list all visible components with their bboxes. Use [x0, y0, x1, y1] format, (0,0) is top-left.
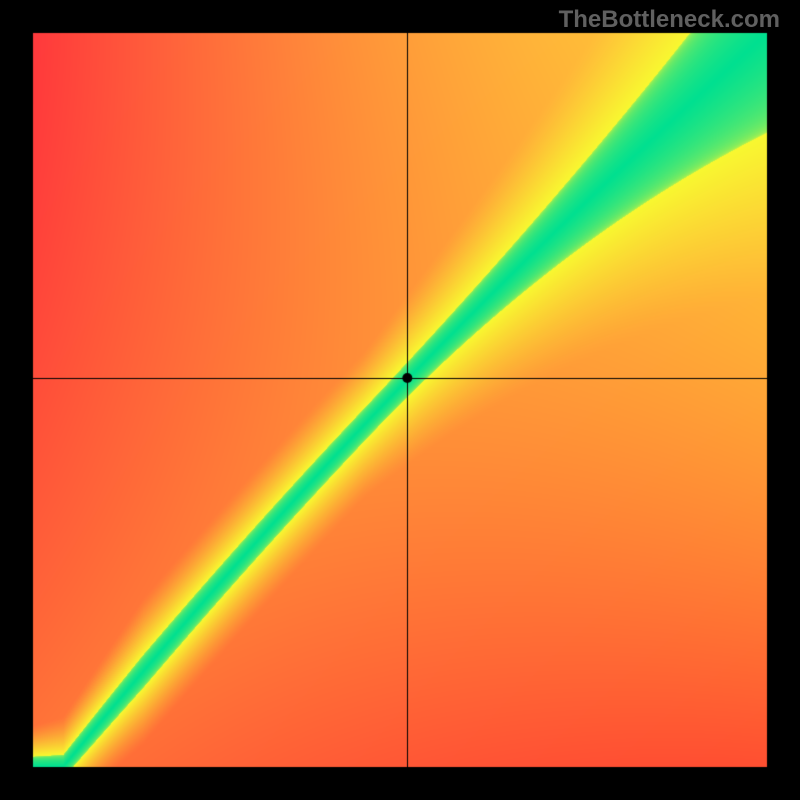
chart-container: TheBottleneck.com	[0, 0, 800, 800]
heatmap-canvas	[0, 0, 800, 800]
watermark-text: TheBottleneck.com	[559, 6, 780, 34]
